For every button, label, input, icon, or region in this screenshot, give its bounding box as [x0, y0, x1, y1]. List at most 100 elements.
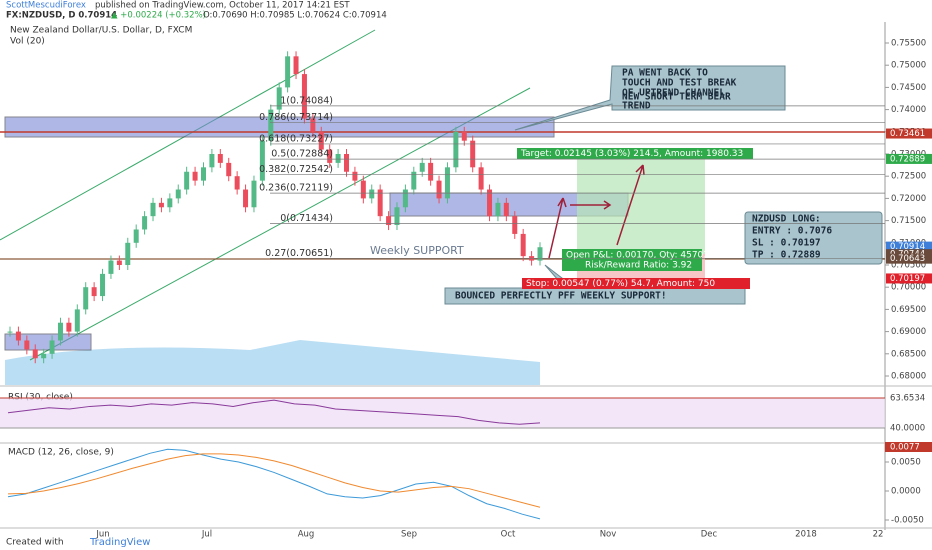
candle — [32, 349, 38, 359]
callout — [514, 65, 786, 131]
candle — [251, 180, 257, 208]
x-tick-label: Oct — [501, 530, 516, 540]
created: Created with — [6, 538, 64, 548]
candle — [411, 171, 417, 190]
price-tag-bg — [886, 273, 932, 284]
candle — [66, 322, 72, 332]
y-tick-label: 0.69000 — [891, 327, 926, 337]
x-tick-label: 2018 — [795, 530, 817, 540]
candle — [184, 171, 190, 190]
candle — [285, 56, 291, 88]
candle — [74, 309, 80, 332]
macd-tag: 0.0077 — [890, 443, 920, 453]
y-tick-label: 0.75500 — [891, 39, 926, 49]
price-tag: 0.70643 — [890, 254, 925, 264]
price-tag-bg — [886, 153, 932, 164]
candle — [57, 322, 63, 341]
y-tick-label: 0.71500 — [891, 216, 926, 226]
candle — [520, 233, 526, 257]
macd-tick-label: -0.0050 — [891, 516, 924, 526]
candle — [428, 162, 434, 181]
pl-label-bg — [562, 249, 702, 271]
candle — [453, 131, 459, 168]
x-tick-label: Nov — [600, 530, 617, 540]
rsi-tick-label: 63.6534 — [890, 394, 925, 404]
candle — [377, 189, 383, 217]
candle — [41, 353, 47, 359]
candle — [369, 189, 375, 199]
candle — [293, 56, 299, 75]
macd-tick-label: 0.0050 — [891, 458, 921, 468]
pa-text: TOUCH AND TEST BREAK — [622, 78, 737, 89]
price-tag-bg — [886, 128, 932, 139]
candle — [15, 331, 21, 341]
candle — [503, 202, 509, 217]
published: published on TradingView.com, October 11… — [95, 1, 350, 11]
y-tick-label: 0.72000 — [891, 194, 926, 204]
fib-label: 0.618(0.73227) — [259, 133, 333, 144]
open-pl: Open P&L: 0.00170, Qty: 45703 — [566, 251, 709, 261]
x-tick-label: Jun — [95, 530, 109, 540]
macd-tick-label: 0.0000 — [891, 487, 921, 497]
candle — [24, 340, 30, 350]
price-tag: 0.70197 — [890, 274, 925, 284]
price-tag: 0.70914 — [890, 242, 925, 252]
candle — [243, 189, 249, 208]
fib-label: 0.236(0.72119) — [259, 183, 333, 194]
price-tag-bg — [886, 241, 932, 252]
candle — [167, 198, 173, 208]
fib-label: 0(0.71434) — [280, 213, 333, 224]
brand: TradingView — [89, 537, 150, 548]
arrows — [548, 164, 645, 259]
bounced: BOUNCED PERFECTLY PFF WEEKLY SUPPORT! — [455, 291, 667, 302]
candle — [402, 189, 408, 208]
candle — [209, 154, 215, 168]
y-tick-label: 0.68000 — [891, 372, 926, 382]
y-tick-label: 0.69500 — [891, 305, 926, 315]
candle — [226, 162, 232, 177]
candle — [158, 202, 164, 208]
candle — [276, 87, 282, 110]
x-tick-label: Aug — [298, 530, 315, 540]
fib-label: 0.27(0.70651) — [265, 248, 333, 259]
weekly: Weekly SUPPORT — [370, 244, 464, 257]
candle — [125, 242, 131, 265]
y-tick-label: 0.75000 — [891, 61, 926, 71]
pa-text: PA WENT BACK TO — [622, 68, 708, 79]
candle — [386, 216, 392, 226]
candle — [175, 189, 181, 199]
candle — [259, 140, 265, 181]
candle — [200, 167, 206, 181]
pa-text: OF UPTREND CHANNEL — [622, 88, 725, 99]
rsi-band — [0, 398, 885, 428]
candle — [150, 202, 156, 217]
candle — [352, 171, 358, 181]
symbol: FX:NZDUSD, D 0.70914 — [6, 11, 117, 21]
candle — [133, 229, 139, 243]
y-tick-label: 0.74000 — [891, 105, 926, 115]
ohlc: O:0.70690 H:0.70985 L:0.70624 C:0.70914 — [203, 11, 387, 21]
candle — [444, 167, 450, 199]
candle — [318, 131, 324, 150]
candle — [537, 247, 543, 261]
target: Target: 0.02145 (3.03%) 214.5, Amount: 1… — [520, 149, 743, 159]
price-tag-bg — [886, 253, 932, 264]
candle — [335, 154, 341, 163]
candle — [192, 171, 198, 181]
candle — [436, 180, 442, 199]
long-text: ENTRY : 0.7076 — [752, 226, 832, 237]
y-tick-label: 0.70500 — [891, 261, 926, 271]
candle — [461, 131, 467, 141]
x-tick-label: Jul — [201, 530, 212, 540]
x-tick-label: Dec — [701, 530, 718, 540]
price-tag: 0.73461 — [890, 129, 925, 139]
bear-text: NEW SHORT TERM BEAR — [622, 92, 731, 103]
chart-title: New Zealand Dollar/U.S. Dollar, D, FXCM — [10, 26, 192, 36]
candle — [108, 260, 114, 274]
candle — [470, 140, 476, 168]
candle — [268, 109, 274, 141]
candle — [495, 202, 501, 217]
y-tick-label: 0.72500 — [891, 172, 926, 182]
